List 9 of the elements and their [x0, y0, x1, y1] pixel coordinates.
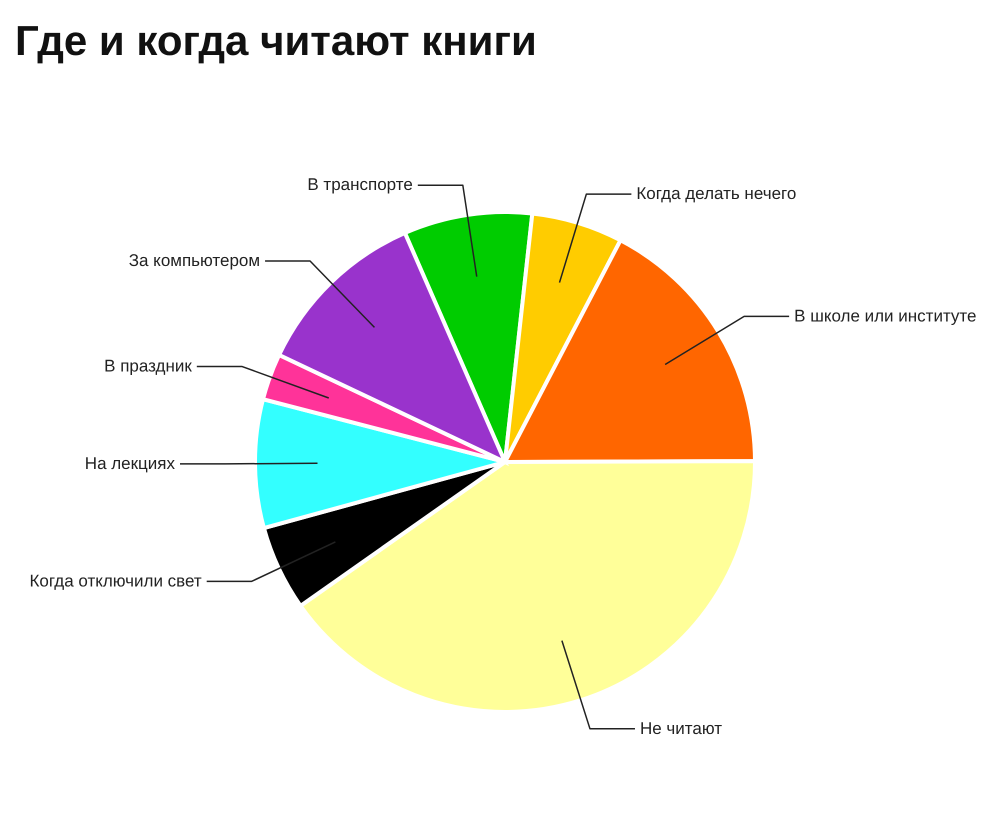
- slice-label: В школе или институте: [794, 306, 976, 326]
- slice-label: За компьютером: [128, 251, 260, 270]
- slice-label: Не читают: [640, 718, 722, 738]
- slice-label: Когда отключили свет: [30, 571, 202, 590]
- slice-label: Когда делать нечего: [636, 184, 796, 204]
- slice-label: На лекциях: [84, 454, 176, 473]
- slice-label: В праздник: [104, 356, 192, 376]
- slice-label: В транспорте: [307, 175, 413, 194]
- chart-title: Где и когда читают книги: [15, 17, 537, 64]
